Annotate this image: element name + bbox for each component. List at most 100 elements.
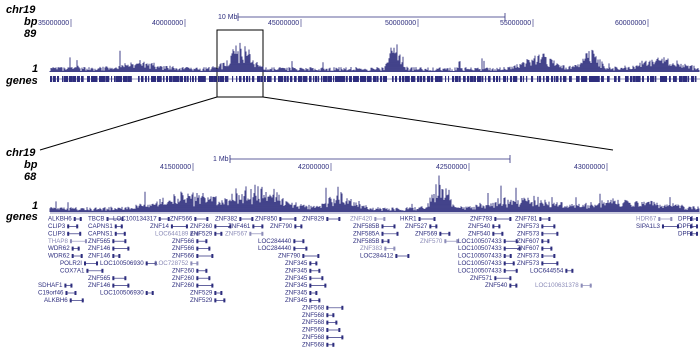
gene-glyph [326, 313, 329, 318]
gene-label: ZNF529 [190, 297, 213, 304]
gene-label: ZNF146 [88, 253, 111, 260]
gene-label: ZNF568 [302, 334, 325, 341]
scale-label: 10 Mb [218, 14, 238, 21]
gene-glyph [67, 224, 70, 229]
gene-glyph [80, 254, 83, 258]
gene-glyph [318, 268, 321, 273]
gene-label: ZNF568 [302, 327, 325, 334]
gene-label: ZNF569 [415, 230, 438, 237]
gene-glyph [158, 217, 161, 221]
gene-glyph [73, 217, 76, 221]
gene-glyph [154, 261, 157, 266]
gene-label: ZNF829 [302, 216, 325, 223]
gene-glyph [429, 224, 432, 229]
gene-label: ZNF568 [302, 304, 325, 311]
gene-label: WDR62 [48, 245, 70, 252]
gene-label: CLIP3 [48, 223, 66, 230]
gene-glyph [509, 217, 512, 221]
gene-glyph [251, 217, 254, 221]
gene-label: LOC644554 [530, 267, 564, 274]
gene-glyph [435, 224, 438, 229]
gene-glyph [309, 261, 312, 266]
gene-glyph [326, 305, 329, 310]
gene-glyph [205, 239, 208, 244]
gene-label: ZNF585B [353, 223, 379, 230]
gene-glyph [509, 283, 512, 288]
gene-glyph [261, 231, 264, 236]
gene-glyph [318, 298, 321, 303]
gene-glyph [503, 246, 506, 251]
gene-glyph [381, 224, 384, 229]
gene-glyph [456, 239, 459, 244]
gene-label: ZNF573 [517, 253, 540, 260]
gene-label: ZNF573 [517, 223, 540, 230]
gene-glyph [515, 283, 518, 288]
gene-glyph [658, 217, 661, 221]
gene-label: POLR2I [60, 260, 82, 267]
gene-glyph [64, 283, 67, 288]
gene-label: LOC100507433 [458, 253, 502, 260]
gene-label: C19orf46 [38, 290, 64, 297]
gene-glyph [196, 239, 199, 244]
gene-label: ZNF146 [88, 245, 111, 252]
gene-glyph [439, 231, 442, 236]
gene-glyph [77, 246, 80, 251]
gene-glyph [518, 246, 521, 251]
gene-label: ZNF567 [225, 230, 248, 237]
gene-label: ZNF345 [285, 282, 308, 289]
gene-label: ZNF568 [302, 341, 325, 347]
gene-glyph [71, 254, 74, 258]
gene-glyph [151, 291, 154, 295]
gene-glyph [501, 231, 504, 236]
gene-label: ZNF585B [353, 238, 379, 245]
gene-glyph [220, 231, 223, 236]
gene-glyph [309, 283, 312, 288]
gene-glyph [326, 335, 329, 340]
gene-glyph [418, 217, 421, 221]
gene-glyph [498, 224, 501, 229]
zoom-line [39, 96, 218, 151]
gene-glyph [112, 239, 115, 244]
gene-glyph [332, 313, 335, 318]
gene-glyph [690, 224, 692, 229]
gene-label: SIPA1L3 [636, 223, 661, 230]
gene-glyph [503, 261, 506, 266]
position-label: 35000000 [38, 20, 69, 27]
gene-glyph [196, 268, 199, 273]
gene-label: ZNF573 [517, 230, 540, 237]
gene-glyph [70, 283, 73, 288]
gene-glyph [326, 320, 329, 325]
gene-label: HKR1 [400, 216, 417, 223]
gene-glyph [589, 283, 592, 288]
gene-label: ZNF260 [172, 267, 195, 274]
coverage-signal [49, 42, 700, 72]
gene-label: ZNF461 [228, 223, 251, 230]
gene-glyph [324, 283, 327, 288]
gene-glyph [211, 254, 214, 258]
gene-glyph [696, 217, 698, 221]
gene-glyph [395, 254, 398, 258]
position-label: 60000000 [615, 20, 646, 27]
gene-glyph [112, 246, 115, 251]
gene-glyph [571, 268, 574, 273]
gene-label: ZNF573 [517, 260, 540, 267]
gene-label: LOC100631378 [535, 282, 579, 289]
gene-label: ZNF571 [470, 275, 493, 282]
gene-label: ZNF146 [88, 282, 111, 289]
gene-label: TBCB [88, 216, 105, 223]
gene-label: LOC284412 [360, 253, 394, 260]
gene-label: CAPNS1 [88, 230, 113, 237]
min-label: 1 [32, 200, 38, 212]
gene-glyph [239, 217, 242, 221]
position-label: 55000000 [500, 20, 531, 27]
gene-glyph [302, 239, 305, 244]
gene-glyph [261, 224, 264, 229]
gene-label: ZNF781 [515, 216, 538, 223]
gene-glyph [300, 224, 303, 229]
gene-glyph [338, 328, 341, 332]
gene-glyph [541, 231, 544, 236]
gene-glyph [315, 291, 318, 295]
gene-glyph [120, 224, 123, 229]
gene-label: ZNF790 [278, 253, 301, 260]
gene-label: ZNF382 [215, 216, 238, 223]
